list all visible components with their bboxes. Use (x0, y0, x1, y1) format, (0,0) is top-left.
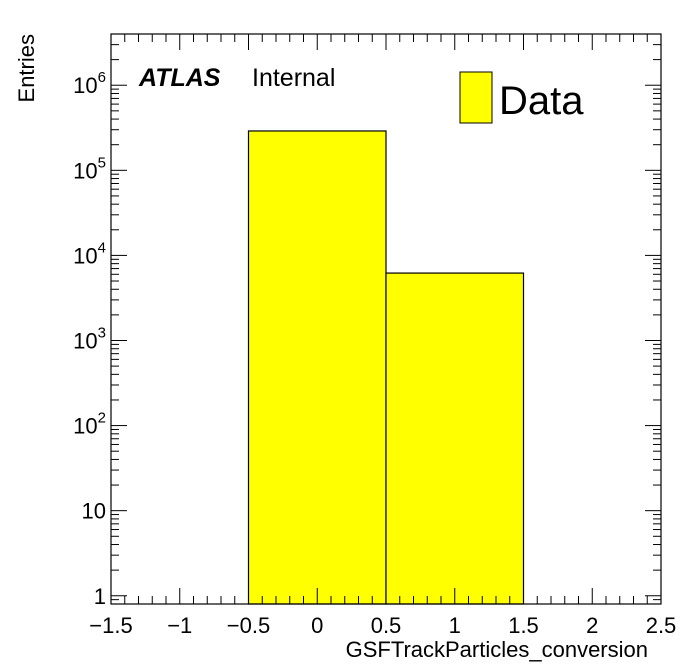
y-tick-label: 102 (73, 410, 106, 439)
x-tick-label: −0.5 (227, 613, 270, 638)
x-tick-label: 0 (311, 613, 323, 638)
internal-label: Internal (252, 64, 335, 92)
y-tick-label: 1 (94, 584, 106, 609)
histogram-bars (247, 130, 525, 605)
x-tick-label: 1 (449, 613, 461, 638)
histogram-bin-1 (385, 272, 525, 605)
y-tick-label: 105 (73, 154, 106, 183)
histogram-bin-0 (247, 130, 387, 605)
atlas-label: ATLAS (138, 64, 221, 92)
x-tick-labels: −1.5 −1 −0.5 0 0.5 1 1.5 2 2.5 (89, 613, 676, 638)
legend: Data (459, 71, 584, 124)
y-axis-title: Entries (14, 34, 39, 102)
x-tick-label: 1.5 (508, 613, 539, 638)
axis-ticks (110, 33, 662, 605)
legend-label-data: Data (499, 79, 584, 123)
x-tick-label: 2 (586, 613, 598, 638)
x-tick-label: 0.5 (371, 613, 402, 638)
y-tick-label: 10 (82, 499, 106, 524)
y-tick-label: 103 (73, 324, 106, 353)
x-axis-title: GSFTrackParticles_conversion (346, 637, 648, 662)
legend-swatch-data (459, 71, 493, 124)
x-tick-label: −1 (167, 613, 192, 638)
x-tick-label: −1.5 (89, 613, 132, 638)
x-tick-label: 2.5 (646, 613, 677, 638)
y-tick-labels: 1 10 102 103 104 105 106 (73, 69, 106, 609)
y-tick-label: 106 (73, 69, 106, 98)
y-tick-label: 104 (73, 239, 106, 268)
